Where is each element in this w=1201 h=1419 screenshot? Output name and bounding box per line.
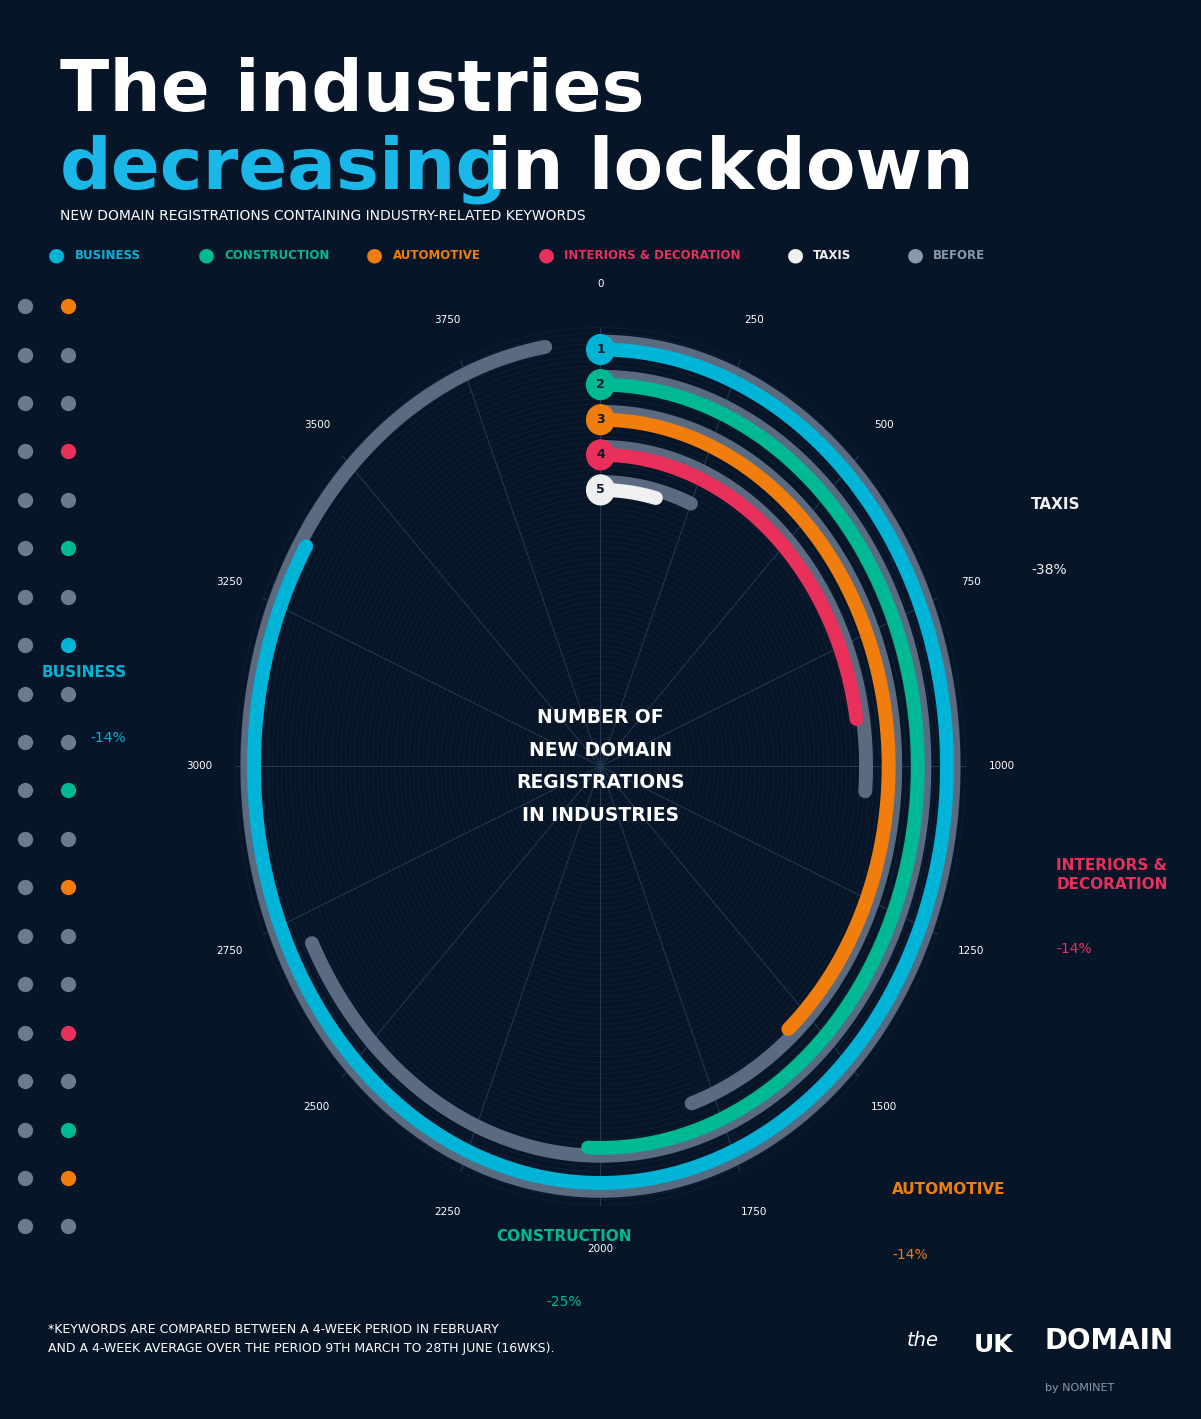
Text: ●: ● bbox=[366, 245, 383, 265]
Text: AUTOMOTIVE: AUTOMOTIVE bbox=[393, 248, 480, 263]
Text: decreasing: decreasing bbox=[60, 135, 508, 204]
Text: NUMBER OF
NEW DOMAIN
REGISTRATIONS
IN INDUSTRIES: NUMBER OF NEW DOMAIN REGISTRATIONS IN IN… bbox=[516, 708, 685, 824]
Text: 1500: 1500 bbox=[871, 1103, 897, 1112]
Text: AUTOMOTIVE: AUTOMOTIVE bbox=[892, 1182, 1005, 1198]
Text: in lockdown: in lockdown bbox=[462, 135, 974, 204]
Text: ●: ● bbox=[48, 245, 65, 265]
Text: UK: UK bbox=[974, 1332, 1014, 1357]
Text: 1750: 1750 bbox=[741, 1208, 767, 1218]
Text: BUSINESS: BUSINESS bbox=[74, 248, 141, 263]
Text: 750: 750 bbox=[961, 576, 981, 586]
Text: 2: 2 bbox=[596, 377, 605, 392]
Circle shape bbox=[586, 404, 615, 434]
Circle shape bbox=[586, 335, 615, 365]
Text: INTERIORS & DECORATION: INTERIORS & DECORATION bbox=[564, 248, 741, 263]
Text: 2000: 2000 bbox=[587, 1244, 614, 1254]
Text: TAXIS: TAXIS bbox=[1030, 497, 1081, 512]
Text: ●: ● bbox=[907, 245, 924, 265]
Text: 1000: 1000 bbox=[988, 761, 1015, 772]
Text: 1250: 1250 bbox=[958, 946, 985, 956]
Text: INTERIORS &
DECORATION: INTERIORS & DECORATION bbox=[1057, 858, 1167, 891]
Text: 250: 250 bbox=[745, 315, 764, 325]
Text: ●: ● bbox=[538, 245, 555, 265]
Text: NEW DOMAIN REGISTRATIONS CONTAINING INDUSTRY-RELATED KEYWORDS: NEW DOMAIN REGISTRATIONS CONTAINING INDU… bbox=[60, 209, 586, 223]
Text: TAXIS: TAXIS bbox=[813, 248, 852, 263]
Text: by NOMINET: by NOMINET bbox=[1045, 1382, 1115, 1393]
Text: ●: ● bbox=[198, 245, 215, 265]
Text: -38%: -38% bbox=[1030, 562, 1066, 576]
Text: 3500: 3500 bbox=[304, 420, 330, 430]
Text: CONSTRUCTION: CONSTRUCTION bbox=[225, 248, 330, 263]
Circle shape bbox=[586, 370, 615, 400]
Text: 5: 5 bbox=[596, 484, 605, 497]
Text: 500: 500 bbox=[874, 420, 894, 430]
Text: The industries: The industries bbox=[60, 57, 645, 126]
Text: 1: 1 bbox=[596, 343, 605, 356]
Text: ●: ● bbox=[787, 245, 803, 265]
Text: 3750: 3750 bbox=[434, 315, 460, 325]
Text: CONSTRUCTION: CONSTRUCTION bbox=[496, 1229, 632, 1244]
Text: -25%: -25% bbox=[546, 1296, 581, 1308]
Text: -14%: -14% bbox=[91, 731, 126, 745]
Text: 4: 4 bbox=[596, 448, 605, 461]
Text: BEFORE: BEFORE bbox=[933, 248, 985, 263]
Text: 2500: 2500 bbox=[304, 1103, 330, 1112]
Circle shape bbox=[586, 475, 615, 505]
Text: *KEYWORDS ARE COMPARED BETWEEN A 4-WEEK PERIOD IN FEBRUARY
AND A 4-WEEK AVERAGE : *KEYWORDS ARE COMPARED BETWEEN A 4-WEEK … bbox=[48, 1323, 555, 1355]
Text: the: the bbox=[907, 1331, 939, 1351]
Text: 2250: 2250 bbox=[434, 1208, 460, 1218]
Text: -14%: -14% bbox=[1057, 942, 1092, 956]
Text: DOMAIN: DOMAIN bbox=[1045, 1327, 1173, 1355]
Text: 3000: 3000 bbox=[186, 761, 213, 772]
Text: BUSINESS: BUSINESS bbox=[41, 666, 126, 680]
Text: 3: 3 bbox=[596, 413, 605, 426]
Text: 0: 0 bbox=[597, 278, 604, 288]
Text: 2750: 2750 bbox=[216, 946, 243, 956]
Text: -14%: -14% bbox=[892, 1247, 928, 1261]
Circle shape bbox=[586, 440, 615, 470]
Text: 3250: 3250 bbox=[216, 576, 243, 586]
